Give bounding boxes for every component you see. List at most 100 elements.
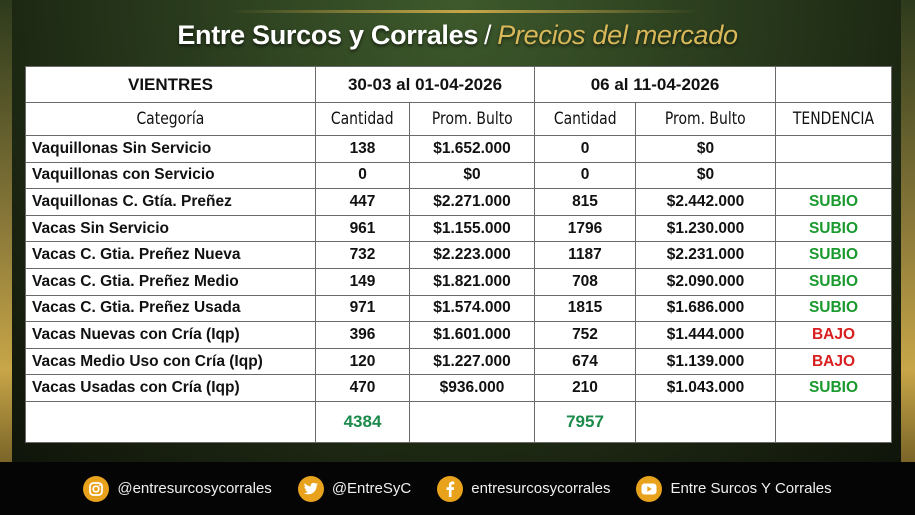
row-category: Vaquillonas Sin Servicio (25, 135, 316, 163)
row-price1: $1.652.000 (409, 135, 535, 163)
right-gold-border (901, 0, 915, 462)
row-category: Vacas Usadas con Cría (Iqp) (25, 374, 316, 402)
row-qty2: 0 (534, 161, 636, 190)
table-row: Vaquillonas C. Gtía. Preñez 447 $2.271.000… (25, 188, 892, 216)
row-price2: $1.686.000 (635, 294, 776, 323)
title-subtitle: Precios del mercado (497, 20, 738, 50)
table-row: Vacas Nuevas con Cría (Iqp) 396 $1.601.000… (25, 321, 892, 349)
social-footer: @entresurcosycorrales @EntreSyC entresur… (0, 462, 915, 515)
instagram-icon (83, 475, 110, 502)
table-row: Vacas C. Gtia. Preñez Nueva 732 $2.223.000… (25, 241, 892, 269)
row-qty1: 0 (315, 161, 410, 190)
row-qty2: 1815 (534, 294, 636, 323)
row-trend: SUBIO (775, 267, 892, 296)
row-qty2: 815 (534, 188, 636, 216)
row-price2: $1.139.000 (635, 347, 776, 376)
total-qty2: 7957 (534, 400, 636, 443)
row-price1: $2.271.000 (409, 188, 535, 216)
row-qty2: 1796 (534, 214, 636, 243)
social-instagram[interactable]: @entresurcosycorrales (83, 475, 272, 502)
row-qty2: 708 (534, 267, 636, 296)
row-price2: $1.043.000 (635, 374, 776, 402)
twitter-icon (297, 475, 324, 502)
social-twitter[interactable]: @EntreSyC (297, 475, 412, 502)
title-main: Entre Surcos y Corrales (177, 20, 479, 50)
row-price1: $936.000 (409, 374, 535, 402)
row-price2: $1.230.000 (635, 214, 776, 243)
row-price1: $1.155.000 (409, 214, 535, 243)
row-category: Vaquillonas con Servicio (25, 161, 316, 190)
table-header-row-columns: Categoría Cantidad Prom. Bulto Cantidad … (25, 102, 892, 136)
price-table: VIENTRES 30-03 al 01-04-2026 06 al 11-04… (25, 66, 892, 443)
row-category: Vacas Sin Servicio (25, 214, 316, 243)
row-price2: $2.442.000 (635, 188, 776, 216)
row-qty1: 138 (315, 135, 410, 163)
youtube-icon (636, 475, 663, 502)
row-price1: $1.227.000 (409, 347, 535, 376)
totals-row: 4384 7957 (25, 400, 892, 443)
totals-empty-price1 (409, 400, 535, 443)
table-row: Vaquillonas con Servicio 0 $0 0 $0 (25, 161, 892, 190)
page-title: Entre Surcos y Corrales / Precios del merc… (0, 20, 915, 51)
row-category: Vacas C. Gtia. Preñez Usada (25, 294, 316, 323)
table-row: Vacas Usadas con Cría (Iqp) 470 $936.000 21… (25, 374, 892, 402)
row-trend (775, 161, 892, 190)
row-category: Vacas Nuevas con Cría (Iqp) (25, 321, 316, 349)
section-label: VIENTRES (25, 66, 316, 103)
facebook-icon (437, 475, 464, 502)
row-price1: $1.574.000 (409, 294, 535, 323)
row-qty2: 0 (534, 135, 636, 163)
col-qty2: Cantidad (534, 102, 636, 136)
row-price2: $1.444.000 (635, 321, 776, 349)
social-facebook[interactable]: entresurcosycorrales (437, 475, 611, 502)
total-qty1: 4384 (315, 400, 410, 443)
col-trend: TENDENCIA (775, 102, 892, 136)
row-trend: SUBIO (775, 188, 892, 216)
table-row: Vacas Medio Uso con Cría (Iqp) 120 $1.227.… (25, 347, 892, 376)
twitter-handle: @EntreSyC (331, 480, 412, 497)
row-trend: BAJO (775, 347, 892, 376)
social-youtube[interactable]: Entre Surcos Y Corrales (636, 475, 832, 502)
col-category: Categoría (25, 102, 316, 136)
row-qty1: 149 (315, 267, 410, 296)
top-gold-line (230, 10, 700, 13)
row-qty1: 447 (315, 188, 410, 216)
row-price1: $0 (409, 161, 535, 190)
row-category: Vacas C. Gtia. Preñez Nueva (25, 241, 316, 269)
youtube-channel: Entre Surcos Y Corrales (670, 480, 832, 497)
row-trend (775, 135, 892, 163)
facebook-handle: entresurcosycorrales (471, 480, 611, 497)
totals-empty-price2 (635, 400, 776, 443)
row-qty2: 210 (534, 374, 636, 402)
row-qty2: 752 (534, 321, 636, 349)
row-qty2: 1187 (534, 241, 636, 269)
row-trend: SUBIO (775, 294, 892, 323)
row-trend: BAJO (775, 321, 892, 349)
row-qty1: 971 (315, 294, 410, 323)
instagram-handle: @entresurcosycorrales (117, 480, 272, 497)
period1-header: 30-03 al 01-04-2026 (315, 66, 535, 103)
row-price1: $2.223.000 (409, 241, 535, 269)
row-qty1: 120 (315, 347, 410, 376)
table-row: Vacas Sin Servicio 961 $1.155.000 1796 $1.23… (25, 214, 892, 243)
table-row: Vaquillonas Sin Servicio 138 $1.652.000 0 $0 (25, 135, 892, 163)
row-category: Vaquillonas C. Gtía. Preñez (25, 188, 316, 216)
row-qty1: 732 (315, 241, 410, 269)
table-header-row-periods: VIENTRES 30-03 al 01-04-2026 06 al 11-04… (25, 66, 892, 103)
row-price1: $1.821.000 (409, 267, 535, 296)
title-separator: / (484, 20, 492, 50)
price-table-container: VIENTRES 30-03 al 01-04-2026 06 al 11-04… (25, 66, 892, 443)
empty-header-cell (775, 66, 892, 103)
totals-empty-trend (775, 400, 892, 443)
left-gold-border (0, 0, 12, 462)
row-qty1: 470 (315, 374, 410, 402)
col-price1: Prom. Bulto (409, 102, 535, 136)
row-price2: $0 (635, 161, 776, 190)
row-trend: SUBIO (775, 374, 892, 402)
row-qty1: 961 (315, 214, 410, 243)
row-qty2: 674 (534, 347, 636, 376)
col-qty1: Cantidad (315, 102, 410, 136)
period2-header: 06 al 11-04-2026 (534, 66, 776, 103)
row-price2: $2.231.000 (635, 241, 776, 269)
table-row: Vacas C. Gtia. Preñez Medio 149 $1.821.000… (25, 267, 892, 296)
